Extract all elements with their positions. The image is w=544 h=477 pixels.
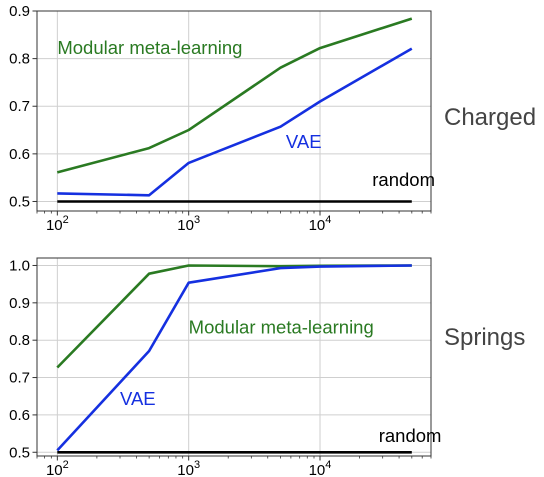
x-tick-label: 103 [177, 459, 200, 477]
plot-frame [37, 258, 431, 456]
x-tick-label: 104 [309, 459, 332, 477]
x-tick-label: 103 [177, 214, 200, 234]
x-tick-label: 102 [46, 214, 69, 234]
y-tick-label: 0.6 [9, 407, 30, 424]
y-tick-label: 0.7 [9, 98, 30, 115]
series-label-random: random [379, 425, 442, 446]
series-label-modular-meta-learning: Modular meta-learning [57, 37, 242, 58]
y-tick-label: 0.6 [9, 146, 30, 163]
y-tick-label: 1.0 [9, 257, 30, 274]
chart-panel-charged: 102 103 104 0.5 0.6 0.7 0.8 0.9 Modular meta-lea… [9, 3, 536, 234]
series-line-vae [57, 49, 412, 196]
series-label-vae: VAE [120, 388, 156, 409]
y-tick-label: 0.5 [9, 193, 30, 210]
series-label-vae: VAE [286, 131, 322, 152]
chart-panel-springs: 102 103 104 0.5 0.6 0.7 0.8 0.9 1.0 Modular meta-… [9, 257, 525, 477]
y-tick-label: 0.8 [9, 51, 30, 68]
series-label-random: random [372, 169, 435, 190]
y-tick-label: 0.5 [9, 444, 30, 461]
series-label-modular-meta-learning: Modular meta-learning [189, 316, 374, 337]
y-tick-label: 0.9 [9, 3, 30, 20]
x-tick-label: 102 [46, 459, 69, 477]
x-tick-label: 104 [309, 214, 332, 234]
y-tick-label: 0.7 [9, 370, 30, 387]
y-tick-label: 0.9 [9, 295, 30, 312]
y-tick-label: 0.8 [9, 332, 30, 349]
series-line-vae [57, 266, 412, 451]
panel-label-springs: Springs [444, 324, 525, 351]
panel-label-charged: Charged [444, 104, 536, 131]
